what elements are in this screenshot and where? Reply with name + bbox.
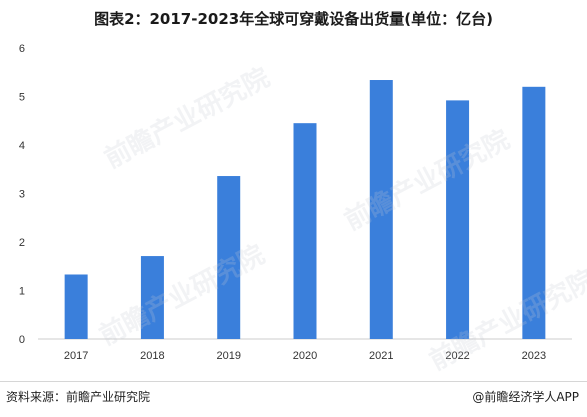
y-tick-label: 1 <box>19 286 25 298</box>
bar-2019 <box>217 176 241 339</box>
x-tick-label: 2020 <box>293 350 317 362</box>
brand-credit: @前瞻经济学人APP <box>472 388 579 405</box>
bar-2023 <box>522 86 546 339</box>
x-tick-label: 2022 <box>445 350 469 362</box>
footer-divider <box>0 381 587 382</box>
bar-chart: 0 1 2 3 4 5 6 2017 2018 2019 2020 2021 2022 2023 <box>19 43 572 362</box>
x-tick-label: 2017 <box>64 350 88 362</box>
x-tick-label: 2021 <box>369 350 393 362</box>
x-tick-label: 2019 <box>216 350 240 362</box>
y-tick-label: 4 <box>19 140 25 152</box>
bar-2020 <box>293 123 317 339</box>
bar-2018 <box>140 256 164 339</box>
x-tick-label: 2018 <box>140 350 164 362</box>
x-tick-label: 2023 <box>522 350 546 362</box>
y-tick-label: 0 <box>19 334 25 346</box>
source-note: 资料来源：前瞻产业研究院 <box>6 390 151 404</box>
bar-2021 <box>369 80 393 339</box>
y-tick-label: 5 <box>19 92 25 104</box>
y-tick-label: 3 <box>19 189 25 201</box>
brand-text: @前瞻经济学人APP <box>472 390 579 404</box>
chart-title: 图表2：2017-2023年全球可穿戴设备出货量(单位：亿台) <box>94 10 493 28</box>
y-tick-label: 2 <box>19 237 25 249</box>
bar-2022 <box>446 100 470 339</box>
y-tick-label: 6 <box>19 43 25 55</box>
bar-2017 <box>64 274 88 339</box>
